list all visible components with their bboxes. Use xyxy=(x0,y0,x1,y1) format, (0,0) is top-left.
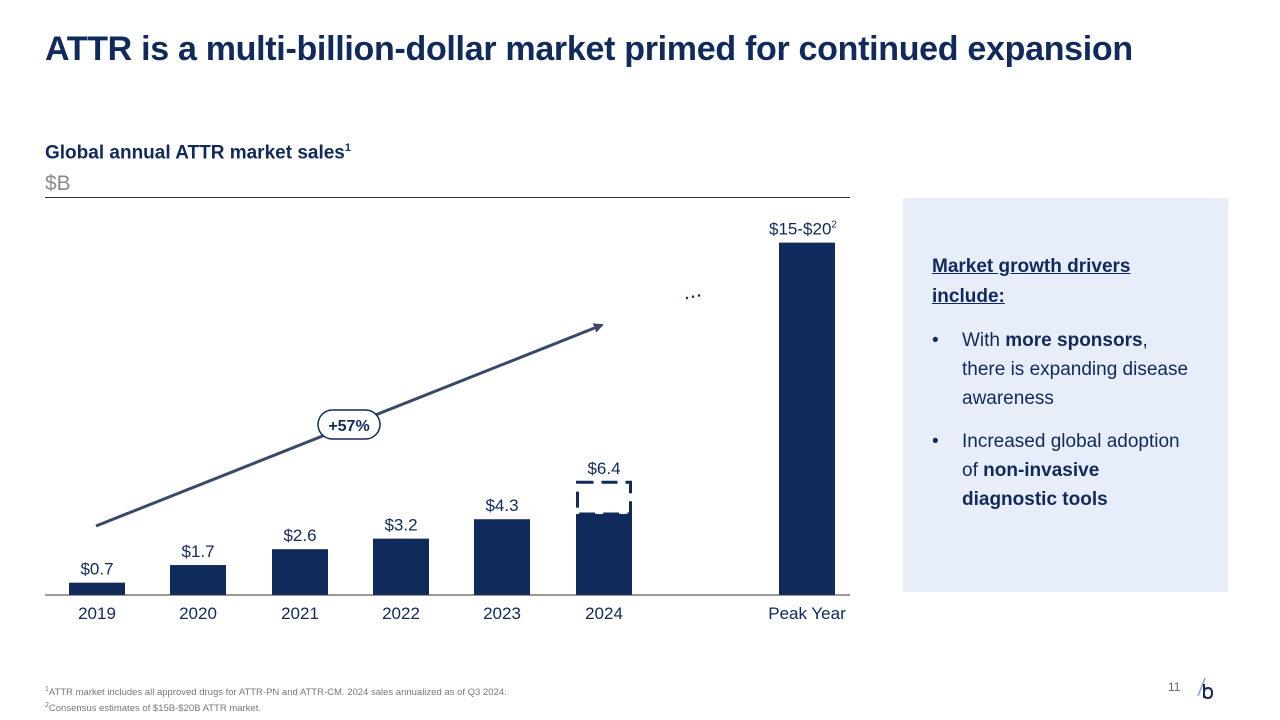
footnote-2: 2Consensus estimates of $15B-$20B ATTR m… xyxy=(45,699,507,715)
growth-label: +57% xyxy=(328,418,369,435)
x-tick-2021: 2021 xyxy=(281,604,319,623)
driver-item: • Increased global adoption of non-invasi… xyxy=(932,427,1192,514)
drivers-list: • With more sponsors, there is expanding … xyxy=(932,326,1192,528)
driver-text: Increased global adoption of xyxy=(962,431,1180,481)
data-label-peak-year: $15-$202 xyxy=(769,220,837,239)
x-tick-2024: 2024 xyxy=(585,604,623,623)
driver-bold-text: more sponsors xyxy=(1005,330,1143,351)
bar-2023 xyxy=(474,519,530,595)
driver-text: , there is expanding disease awareness xyxy=(962,330,1189,409)
bar-2020 xyxy=(170,565,226,595)
growth-drivers-panel: Market growth drivers include: • With mor… xyxy=(903,198,1228,592)
page-number: 11 xyxy=(1168,680,1181,694)
footnote-text: Consensus estimates of $15B-$20B ATTR ma… xyxy=(48,703,261,715)
data-label-2021: $2.6 xyxy=(283,526,316,545)
data-label-2023: $4.3 xyxy=(485,496,518,515)
chart-top-rule xyxy=(45,197,850,198)
bar-2022 xyxy=(373,538,429,595)
x-tick-2020: 2020 xyxy=(179,604,217,623)
bar-2024 xyxy=(576,513,632,595)
footnote-text: ATTR market includes all approved drugs … xyxy=(48,687,507,699)
growth-badge xyxy=(317,409,381,440)
subtitle-footnote-mark: 1 xyxy=(344,142,351,154)
bar-2021 xyxy=(272,549,328,595)
x-tick-2022: 2022 xyxy=(382,604,420,623)
bullet-mark: • xyxy=(932,330,939,351)
ellipsis-marker: ... xyxy=(680,276,703,304)
peak-label-footnote-mark: 2 xyxy=(831,220,837,231)
chart-subtitle-text: Global annual ATTR market sales xyxy=(45,142,345,164)
x-tick-peak-year: Peak Year xyxy=(768,604,846,623)
driver-text: With xyxy=(962,330,1006,351)
bar-peak-year xyxy=(779,242,835,595)
slide-title: ATTR is a multi-billion-dollar market pr… xyxy=(45,30,1133,68)
x-tick-2019: 2019 xyxy=(78,604,116,623)
footnote-mark: 1 xyxy=(45,686,49,693)
driver-item: • With more sponsors, there is expanding … xyxy=(932,326,1192,413)
data-label-2022: $3.2 xyxy=(384,516,417,535)
footnotes: 1ATTR market includes all approved drugs… xyxy=(45,683,507,715)
bar-chart: +57% ... $0.7 2019 $1.7 2020 $2.6 2021 $3.2 202… xyxy=(45,220,850,623)
data-label-2020: $1.7 xyxy=(181,542,214,561)
x-tick-2023: 2023 xyxy=(483,604,521,623)
data-label-2019: $0.7 xyxy=(80,560,113,579)
chart-subtitle: Global annual ATTR market sales1 xyxy=(45,142,351,164)
bar-2024-annualized-extension xyxy=(576,480,632,516)
footnote-mark: 2 xyxy=(45,702,49,710)
bar-2019 xyxy=(69,582,125,595)
chart-unit: $B xyxy=(45,172,71,195)
driver-bold-text: non-invasive diagnostic tools xyxy=(962,460,1108,510)
data-label-2024: $6.4 xyxy=(587,459,620,478)
footnote-1: 1ATTR market includes all approved drugs… xyxy=(45,683,507,699)
bullet-mark: • xyxy=(932,431,939,452)
panel-heading: Market growth drivers include: xyxy=(932,256,1131,307)
company-logo-icon xyxy=(1197,677,1214,700)
